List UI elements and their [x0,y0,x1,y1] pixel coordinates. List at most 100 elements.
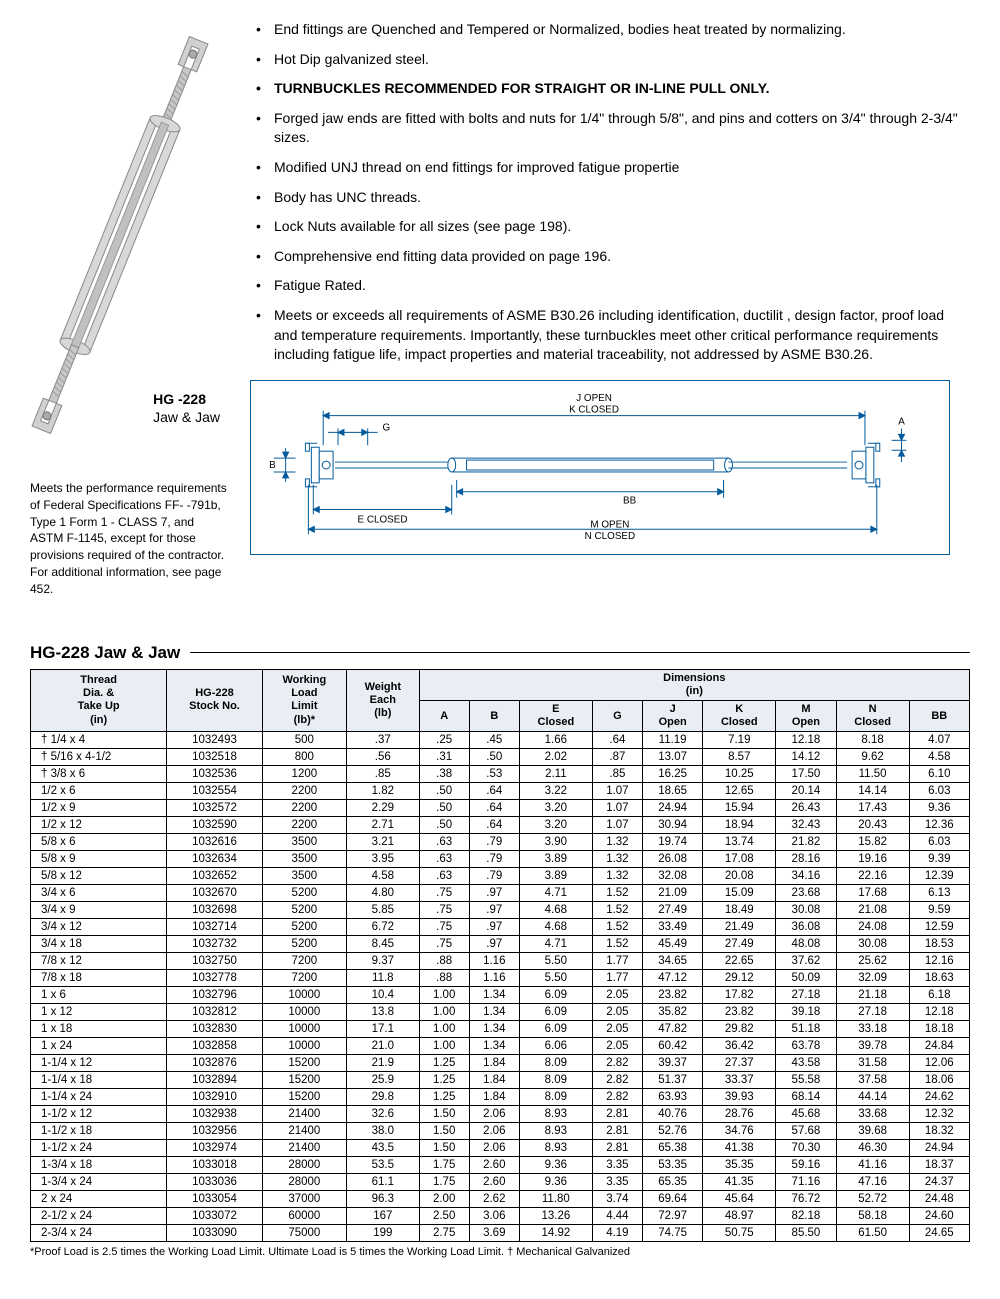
table-cell: 12.39 [909,868,969,885]
table-cell: 3/4 x 6 [31,885,167,902]
table-cell: .50 [469,749,519,766]
table-cell: 21.18 [836,987,909,1004]
table-cell: 3500 [262,868,346,885]
table-cell: 37.62 [776,953,836,970]
table-cell: .63 [419,868,469,885]
table-row: 1/2 x 9103257222002.29.50.643.201.0724.9… [31,800,970,817]
table-cell: 20.43 [836,817,909,834]
table-cell: 14.12 [776,749,836,766]
table-cell: 18.53 [909,936,969,953]
table-cell: 36.08 [776,919,836,936]
spec-note: Meets the performance requirements of Fe… [30,480,230,598]
table-cell: 1.84 [469,1055,519,1072]
table-cell: 32.08 [642,868,702,885]
table-cell: 25.62 [836,953,909,970]
table-cell: 25.9 [347,1072,420,1089]
table-row: 1-1/2 x 1210329382140032.61.502.068.932.… [31,1106,970,1123]
table-row: 2-1/2 x 241033072600001672.503.0613.264.… [31,1208,970,1225]
table-cell: 59.16 [776,1157,836,1174]
table-cell: 51.18 [776,1021,836,1038]
table-cell: 3.69 [469,1225,519,1242]
table-cell: .79 [469,868,519,885]
table-cell: 1032554 [167,783,262,800]
table-cell: 2.50 [419,1208,469,1225]
table-cell: † 5/16 x 4-1/2 [31,749,167,766]
table-cell: 21.49 [703,919,776,936]
table-cell: 29.12 [703,970,776,987]
table-cell: 24.94 [642,800,702,817]
table-cell: 1.84 [469,1089,519,1106]
table-cell: 13.8 [347,1004,420,1021]
table-cell: 1-1/2 x 24 [31,1140,167,1157]
svg-text:N CLOSED: N CLOSED [585,531,635,542]
table-cell: 2.62 [469,1191,519,1208]
table-cell: 12.59 [909,919,969,936]
top-section: HG -228 Jaw & Jaw Meets the performance … [30,20,970,598]
table-cell: 2.00 [419,1191,469,1208]
col-dim: A [419,700,469,731]
table-cell: 45.49 [642,936,702,953]
table-cell: 29.8 [347,1089,420,1106]
col-dim: G [592,700,642,731]
svg-text:J OPEN: J OPEN [576,392,612,403]
table-cell: 1 x 24 [31,1038,167,1055]
table-cell: 11.80 [519,1191,592,1208]
table-row: 2-3/4 x 241033090750001992.753.6914.924.… [31,1225,970,1242]
table-cell: 2.05 [592,1038,642,1055]
table-cell: 34.65 [642,953,702,970]
table-cell: 6.13 [909,885,969,902]
table-cell: 3/4 x 18 [31,936,167,953]
table-cell: 8.09 [519,1089,592,1106]
table-cell: 1032652 [167,868,262,885]
table-cell: 82.18 [776,1208,836,1225]
table-cell: 52.76 [642,1123,702,1140]
table-cell: 1-1/4 x 12 [31,1055,167,1072]
table-cell: 1033054 [167,1191,262,1208]
table-cell: 52.72 [836,1191,909,1208]
table-cell: 1032670 [167,885,262,902]
table-cell: 60.42 [642,1038,702,1055]
table-cell: 74.75 [642,1225,702,1242]
table-cell: 1.00 [419,1038,469,1055]
table-cell: 1.34 [469,987,519,1004]
table-cell: 4.80 [347,885,420,902]
table-cell: 69.64 [642,1191,702,1208]
table-cell: 7/8 x 12 [31,953,167,970]
table-cell: 2.05 [592,987,642,1004]
table-cell: 28.76 [703,1106,776,1123]
table-cell: 18.63 [909,970,969,987]
table-cell: 8.45 [347,936,420,953]
table-body: † 1/4 x 41032493500.37.25.451.66.6411.19… [31,732,970,1242]
table-cell: 5/8 x 9 [31,851,167,868]
table-row: 2 x 2410330543700096.32.002.6211.803.746… [31,1191,970,1208]
table-row: 3/4 x 9103269852005.85.75.974.681.5227.4… [31,902,970,919]
table-cell: .79 [469,851,519,868]
table-cell: 5.50 [519,953,592,970]
feature-item: Hot Dip galvanized steel. [250,50,970,70]
table-cell: 1032732 [167,936,262,953]
table-cell: 6.09 [519,987,592,1004]
table-cell: 1.32 [592,868,642,885]
table-cell: 10.4 [347,987,420,1004]
table-cell: 1.32 [592,834,642,851]
table-cell: 51.37 [642,1072,702,1089]
svg-text:BB: BB [623,495,637,506]
table-row: 3/4 x 6103267052004.80.75.974.711.5221.0… [31,885,970,902]
table-cell: 5.85 [347,902,420,919]
table-cell: 28000 [262,1174,346,1191]
table-cell: 5200 [262,919,346,936]
table-cell: 167 [347,1208,420,1225]
table-cell: 18.32 [909,1123,969,1140]
table-cell: 6.18 [909,987,969,1004]
table-cell: 1032812 [167,1004,262,1021]
table-cell: 50.09 [776,970,836,987]
table-cell: 5200 [262,885,346,902]
table-cell: 48.97 [703,1208,776,1225]
table-cell: 72.97 [642,1208,702,1225]
table-cell: 12.18 [909,1004,969,1021]
table-cell: 85.50 [776,1225,836,1242]
table-cell: 3.89 [519,851,592,868]
table-cell: 47.12 [642,970,702,987]
table-cell: 8.09 [519,1072,592,1089]
table-row: 7/8 x 181032778720011.8.881.165.501.7747… [31,970,970,987]
